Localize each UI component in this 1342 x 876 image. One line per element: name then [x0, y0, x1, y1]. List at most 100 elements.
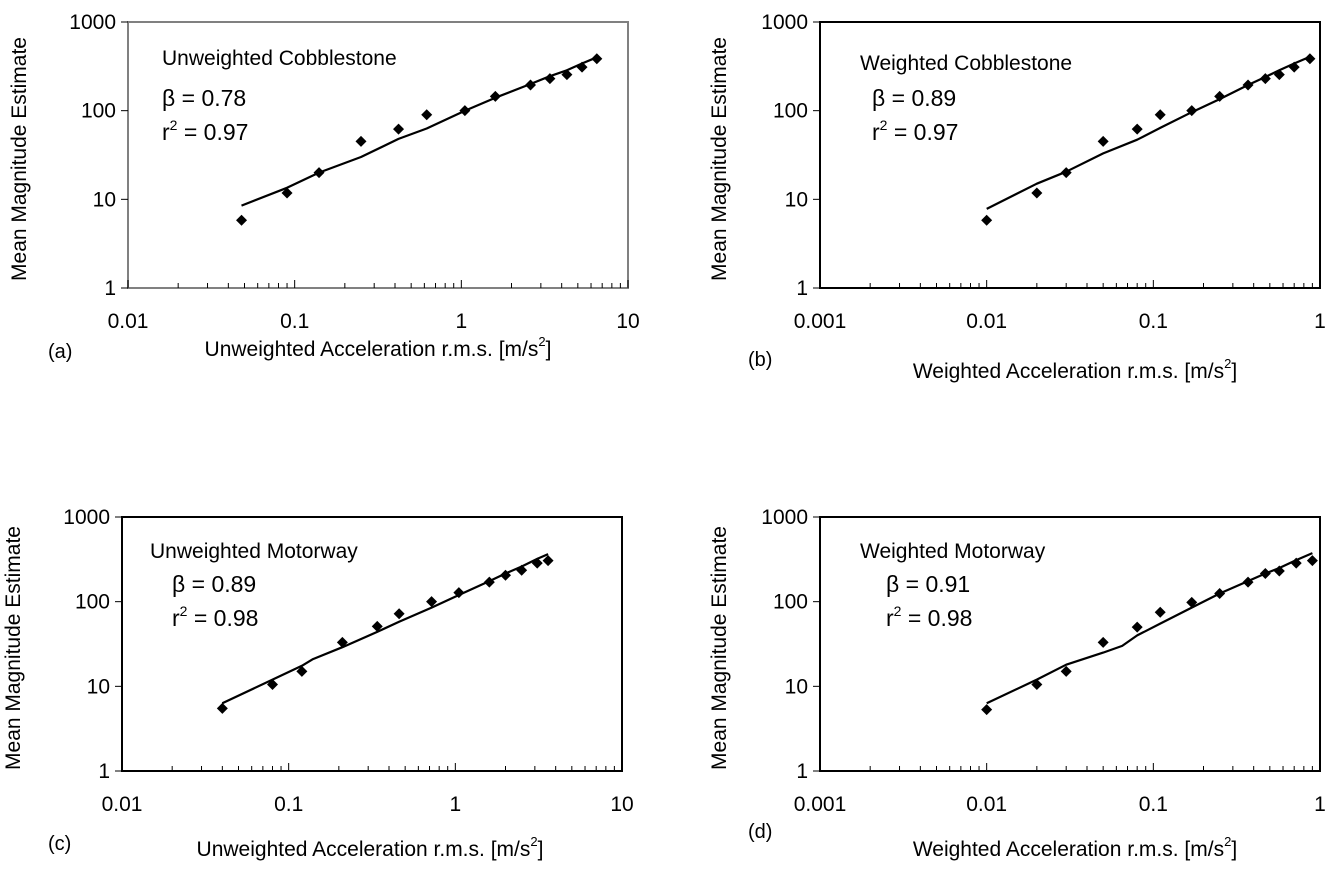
plot-frame: [127, 21, 629, 289]
plot-frame: [121, 516, 623, 772]
x-axis-label: Unweighted Acceleration r.m.s. [m/s2]: [197, 834, 544, 861]
data-point: [1273, 69, 1285, 81]
beta-value: β = 0.78: [162, 85, 246, 111]
data-point: [1097, 636, 1109, 648]
data-point: [281, 187, 293, 199]
chart-title: Weighted Cobblestone: [860, 52, 1072, 75]
y-tick-label: 10: [785, 188, 808, 211]
data-point: [1154, 109, 1166, 121]
data-point: [1186, 596, 1198, 608]
beta-value: β = 0.89: [172, 571, 256, 597]
data-point: [524, 79, 536, 91]
data-point: [591, 53, 603, 65]
data-point: [544, 73, 556, 85]
x-axis-label: Unweighted Acceleration r.m.s. [m/s2]: [205, 334, 552, 361]
data-point: [500, 569, 512, 581]
data-point: [453, 587, 465, 599]
panel-label: (c): [48, 833, 71, 855]
data-point: [1214, 90, 1226, 102]
y-tick-label: 10: [93, 188, 116, 211]
data-point: [1259, 568, 1271, 580]
data-point: [313, 167, 325, 179]
data-point: [1290, 557, 1302, 569]
panel-label: (a): [48, 341, 72, 363]
data-point: [1097, 135, 1109, 147]
data-point: [1031, 187, 1043, 199]
y-axis-label: Mean Magnitude Estimate: [2, 526, 25, 770]
r-squared-value: r2 = 0.98: [172, 603, 258, 631]
x-tick-label: 10: [616, 310, 639, 333]
y-tick-label: 1: [796, 277, 808, 300]
y-tick-label: 10: [785, 675, 808, 698]
data-point: [459, 105, 471, 117]
x-tick-label: 10: [610, 793, 633, 816]
plot-frame: [819, 21, 1321, 289]
data-point: [561, 69, 573, 81]
x-axis-label: Weighted Acceleration r.m.s. [m/s2]: [913, 834, 1237, 861]
data-point: [267, 679, 279, 691]
chart-title: Weighted Motorway: [860, 540, 1046, 563]
y-tick-label: 1000: [761, 506, 808, 529]
x-tick-label: 0.001: [794, 793, 847, 816]
x-tick-label: 0.001: [794, 310, 847, 333]
x-tick-label: 0.01: [966, 793, 1007, 816]
y-tick-label: 1: [796, 760, 808, 783]
data-point: [216, 702, 228, 714]
r-squared-value: r2 = 0.97: [872, 117, 958, 145]
data-point: [1259, 73, 1271, 85]
data-point: [1214, 587, 1226, 599]
chart-panel-3: 0.01 0.1 1 10 1 10 100 1000 Unweighted Motorway β…: [2, 506, 634, 861]
x-tick-label: 1: [1314, 310, 1326, 333]
data-point: [483, 576, 495, 588]
data-point: [981, 704, 993, 716]
y-tick-label: 1: [104, 277, 116, 300]
x-tick-label: 1: [455, 310, 467, 333]
x-tick-label: 0.1: [1139, 310, 1168, 333]
chart-panel-4: 0.001 0.01 0.1 1 1 10 100 1000 Weighted Motorway…: [708, 506, 1326, 861]
data-point: [355, 135, 367, 147]
y-tick-label: 1000: [69, 11, 116, 34]
plot-frame: [819, 516, 1321, 772]
data-point: [1131, 621, 1143, 633]
beta-value: β = 0.91: [886, 571, 970, 597]
x-tick-label: 0.1: [274, 793, 303, 816]
chart-title: Unweighted Cobblestone: [162, 47, 397, 70]
chart-panel-2: 0.001 0.01 0.1 1 1 10 100 1000 Weighted Cobblest…: [708, 11, 1326, 383]
data-point: [1242, 576, 1254, 588]
y-tick-label: 1000: [761, 11, 808, 34]
x-axis-label: Weighted Acceleration r.m.s. [m/s2]: [913, 356, 1237, 383]
y-tick-label: 100: [81, 100, 116, 123]
data-point: [1131, 123, 1143, 135]
panel-label: (b): [748, 349, 772, 371]
data-point: [542, 555, 554, 567]
y-tick-label: 1: [98, 760, 110, 783]
chart-title: Unweighted Motorway: [150, 540, 358, 563]
r-squared-value: r2 = 0.98: [886, 603, 972, 631]
x-tick-label: 1: [1314, 793, 1326, 816]
y-tick-label: 100: [75, 591, 110, 614]
data-point: [1288, 61, 1300, 73]
beta-value: β = 0.89: [872, 85, 956, 111]
data-point: [1154, 606, 1166, 618]
y-tick-label: 10: [87, 675, 110, 698]
data-point: [1060, 665, 1072, 677]
y-axis-label: Mean Magnitude Estimate: [708, 37, 731, 281]
data-point: [516, 564, 528, 576]
x-tick-label: 0.1: [280, 310, 309, 333]
panel-label: (d): [748, 821, 772, 843]
data-point: [576, 61, 588, 73]
data-point: [981, 214, 993, 226]
data-point: [426, 596, 438, 608]
y-axis-label: Mean Magnitude Estimate: [8, 37, 31, 281]
x-tick-label: 0.01: [108, 310, 149, 333]
data-point: [336, 636, 348, 648]
x-tick-label: 0.01: [966, 310, 1007, 333]
data-point: [531, 557, 543, 569]
data-point: [1186, 105, 1198, 117]
data-point: [1306, 555, 1318, 567]
x-tick-label: 1: [449, 793, 461, 816]
y-tick-label: 100: [773, 591, 808, 614]
y-axis-label: Mean Magnitude Estimate: [708, 526, 731, 770]
chart-panel-1: 0.01 0.1 1 10 1 10 100 1000 Unweighted Cobblesto…: [8, 11, 640, 363]
